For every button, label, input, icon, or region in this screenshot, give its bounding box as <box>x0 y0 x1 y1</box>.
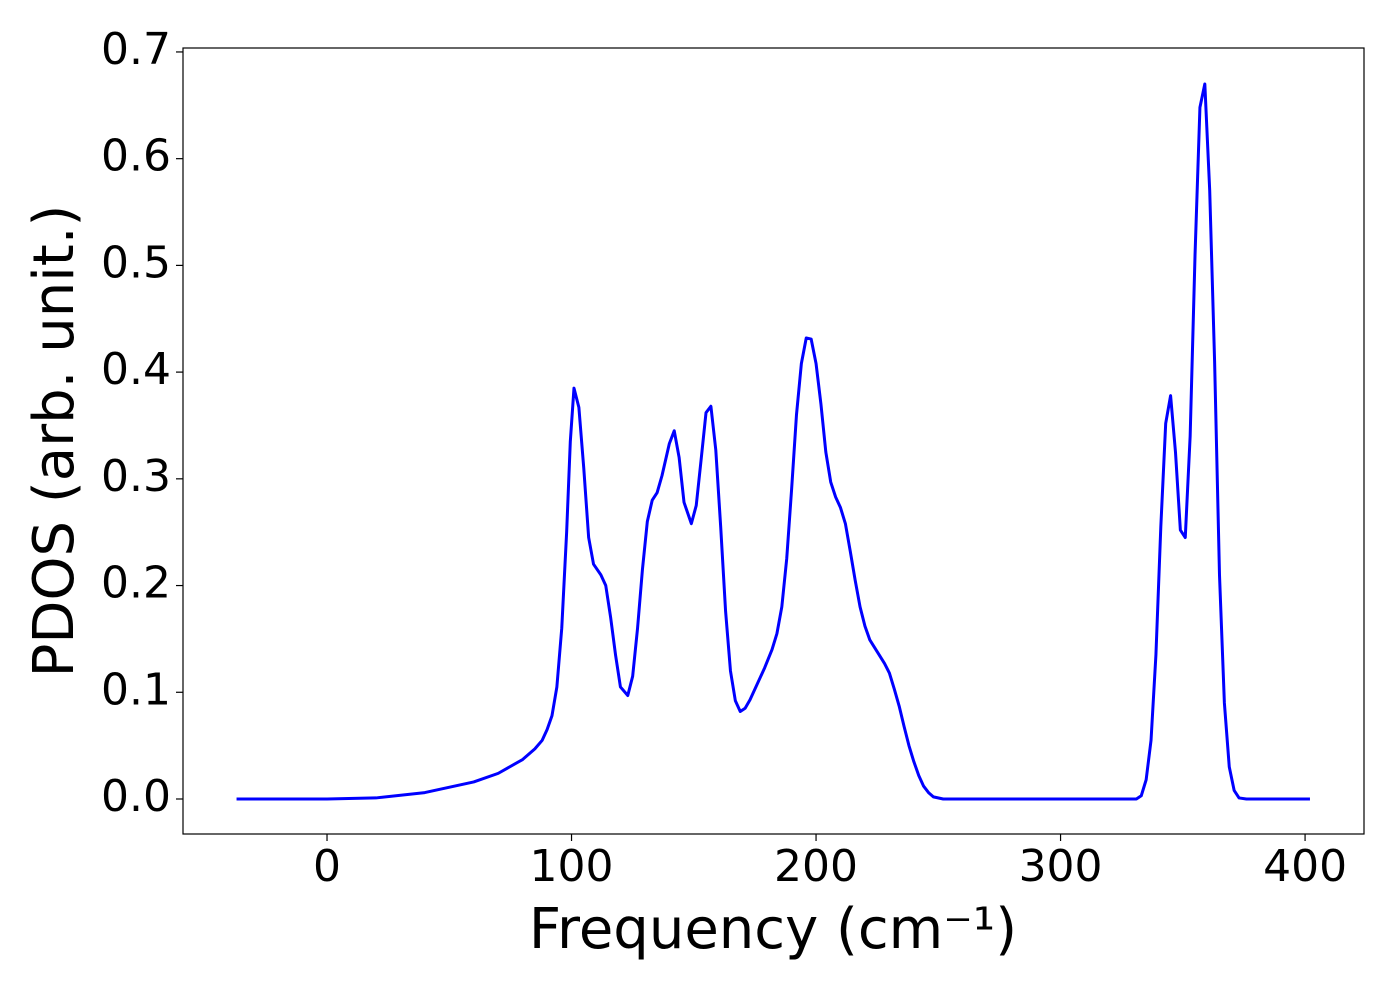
y-tick-label: 0.1 <box>101 664 171 715</box>
y-tick-label: 0.2 <box>101 558 171 609</box>
x-tick-label: 100 <box>530 841 614 892</box>
plot-frame <box>182 47 1365 835</box>
x-axis-label: Frequency (cm⁻¹) <box>529 897 1017 962</box>
data-line <box>236 82 1310 801</box>
x-tick-label: 0 <box>313 841 341 892</box>
y-axis-label: PDOS (arb. unit.) <box>22 205 87 678</box>
y-tick-label: 0.5 <box>101 237 171 288</box>
y-tick-label: 0.3 <box>101 451 171 502</box>
x-tick-label: 400 <box>1263 841 1347 892</box>
y-tick-label: 0.0 <box>101 771 171 822</box>
y-tick-label: 0.4 <box>101 344 171 395</box>
y-tick-label: 0.7 <box>101 24 171 75</box>
x-tick-label: 300 <box>1019 841 1103 892</box>
y-tick-label: 0.6 <box>101 131 171 182</box>
x-tick-label: 200 <box>774 841 858 892</box>
